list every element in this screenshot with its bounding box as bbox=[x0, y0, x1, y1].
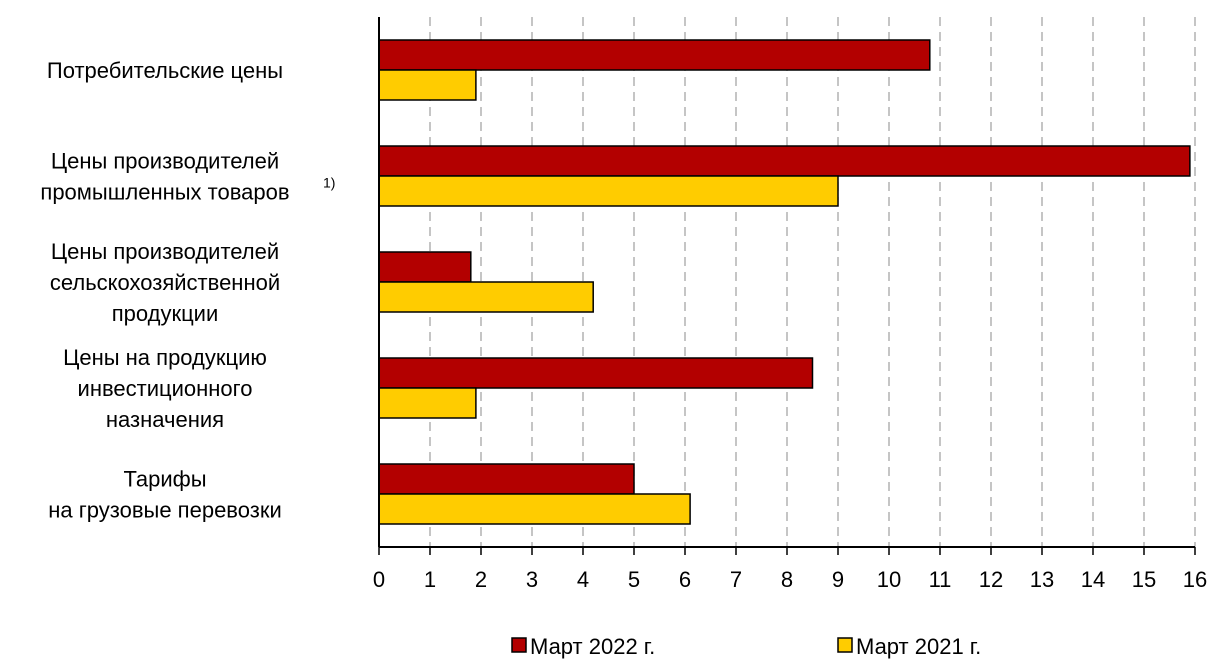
legend-item-2: Март 2021 г. bbox=[837, 634, 981, 659]
x-tick-label: 1 bbox=[424, 567, 436, 592]
x-tick-label: 9 bbox=[832, 567, 844, 592]
category-label-3: Цены производителей сельскохозяйственной п… bbox=[50, 239, 280, 326]
x-tick-label: 3 bbox=[526, 567, 538, 592]
bars bbox=[378, 39, 1191, 525]
grid-lines bbox=[429, 17, 1196, 547]
category-labels: Потребительские цены Цены производителей п… bbox=[40, 58, 335, 523]
category-label-1: Потребительские цены bbox=[47, 58, 283, 83]
axes bbox=[378, 17, 1196, 555]
legend: Март 2022 г. Март 2021 г. bbox=[511, 634, 981, 659]
bar-cat4-series2 bbox=[378, 387, 477, 419]
category-label-line: на грузовые перевозки bbox=[48, 498, 281, 523]
tick-labels: 0 1 2 3 4 5 6 7 8 9 10 11 12 13 14 15 16 bbox=[373, 567, 1207, 592]
category-label-line: продукции bbox=[112, 301, 219, 326]
category-label-line: промышленных товаров bbox=[40, 180, 289, 205]
bar-cat5-series1 bbox=[378, 463, 635, 495]
category-label-line: Цены производителей bbox=[51, 149, 279, 174]
category-label-4: Цены на продукцию инвестиционного назначен… bbox=[63, 345, 267, 432]
x-tick-label: 12 bbox=[979, 567, 1003, 592]
bar-cat5-series2 bbox=[378, 493, 691, 525]
x-tick-label: 6 bbox=[679, 567, 691, 592]
bar-cat4-series1 bbox=[378, 357, 814, 389]
x-tick-label: 0 bbox=[373, 567, 385, 592]
category-label-line: Цены на продукцию bbox=[63, 345, 267, 370]
category-label-line: Потребительские цены bbox=[47, 58, 283, 83]
bar-cat1-series1 bbox=[378, 39, 931, 71]
x-tick-label: 10 bbox=[877, 567, 901, 592]
category-label-line: Тарифы bbox=[123, 467, 206, 492]
x-tick-label: 11 bbox=[929, 567, 952, 592]
category-label-2: Цены производителей промышленных товаров bbox=[40, 149, 289, 205]
category-label-5: Тарифы на грузовые перевозки bbox=[48, 467, 281, 523]
x-tick-label: 16 bbox=[1183, 567, 1207, 592]
x-tick-label: 4 bbox=[577, 567, 589, 592]
x-tick-label: 2 bbox=[475, 567, 487, 592]
legend-label: Март 2022 г. bbox=[530, 634, 655, 659]
legend-swatch bbox=[837, 637, 853, 653]
bar-cat2-series1 bbox=[378, 145, 1191, 177]
category-label-line: инвестиционного bbox=[78, 376, 253, 401]
category-label-line: сельскохозяйственной bbox=[50, 270, 280, 295]
category-label-line: назначения bbox=[106, 407, 224, 432]
bar-cat3-series1 bbox=[378, 251, 472, 283]
category-label-line: Цены производителей bbox=[51, 239, 279, 264]
x-tick-label: 14 bbox=[1081, 567, 1105, 592]
legend-item-1: Март 2022 г. bbox=[511, 634, 655, 659]
x-tick-label: 15 bbox=[1132, 567, 1156, 592]
x-tick-label: 8 bbox=[781, 567, 793, 592]
x-tick-label: 5 bbox=[628, 567, 640, 592]
footnote-marker: 1) bbox=[323, 175, 335, 191]
bar-cat3-series2 bbox=[378, 281, 594, 313]
legend-label: Март 2021 г. bbox=[856, 634, 981, 659]
x-tick-label: 13 bbox=[1030, 567, 1054, 592]
legend-swatch bbox=[511, 637, 527, 653]
bar-cat1-series2 bbox=[378, 69, 477, 101]
x-tick-label: 7 bbox=[730, 567, 742, 592]
bar-cat2-series2 bbox=[378, 175, 839, 207]
